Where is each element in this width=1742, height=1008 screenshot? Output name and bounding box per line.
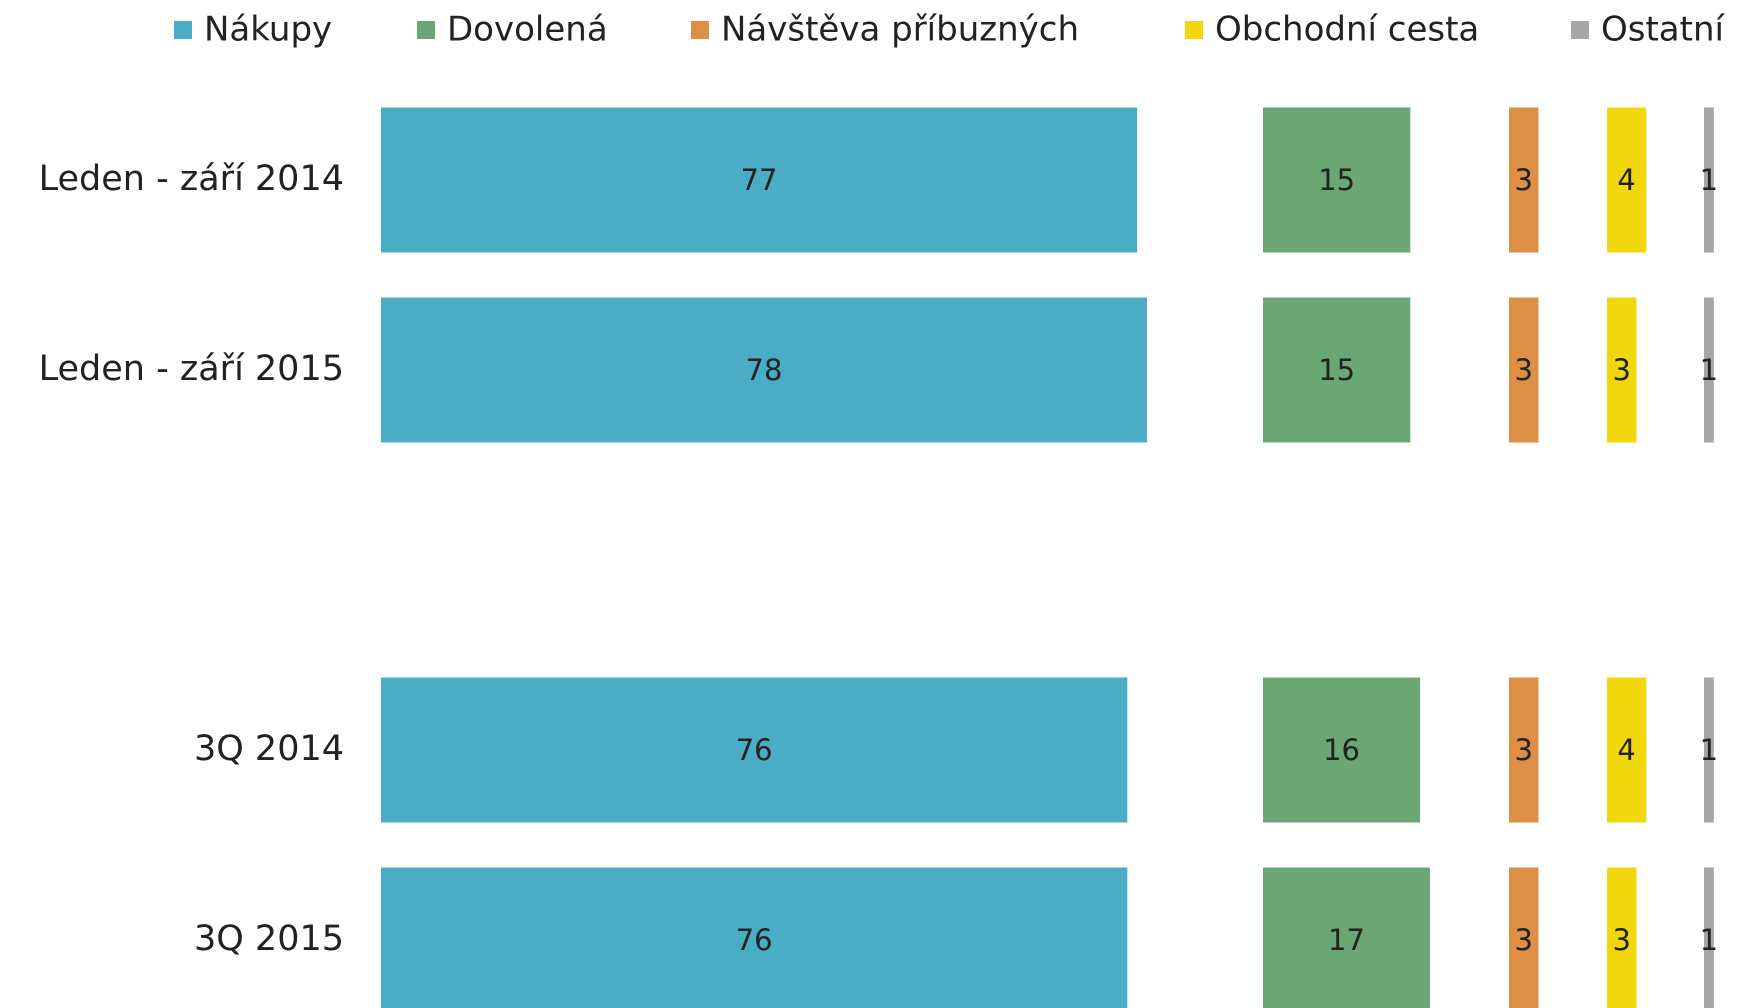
value-label: 15 — [1318, 163, 1355, 197]
value-label: 78 — [746, 353, 783, 387]
value-label: 1 — [1700, 733, 1718, 767]
bar — [1704, 677, 1714, 823]
bar — [1509, 677, 1539, 823]
value-label: 1 — [1700, 353, 1718, 387]
bar — [381, 867, 1128, 1008]
bar — [1509, 297, 1539, 443]
value-label: 17 — [1328, 923, 1365, 957]
bar — [1509, 867, 1539, 1008]
legend-label: Nákupy — [204, 10, 332, 50]
bar — [381, 107, 1138, 253]
value-label: 3 — [1515, 353, 1533, 387]
value-label: 3 — [1613, 353, 1631, 387]
category-label: 3Q 2015 — [194, 919, 344, 959]
value-label: 77 — [741, 163, 778, 197]
legend-swatch — [417, 21, 435, 39]
bar — [1263, 297, 1411, 443]
value-label: 3 — [1515, 923, 1533, 957]
value-label: 1 — [1700, 163, 1718, 197]
bar — [1704, 107, 1714, 253]
value-label: 16 — [1323, 733, 1360, 767]
value-label: 15 — [1318, 353, 1355, 387]
value-label: 76 — [736, 923, 773, 957]
bar — [1704, 867, 1714, 1008]
category-label: 3Q 2014 — [194, 729, 344, 769]
bar — [1607, 297, 1637, 443]
category-label: Leden - září 2014 — [39, 159, 344, 199]
legend-swatch — [1185, 21, 1203, 39]
bar — [381, 297, 1147, 443]
value-label: 76 — [736, 733, 773, 767]
value-label: 4 — [1617, 733, 1635, 767]
legend-label: Obchodní cesta — [1215, 10, 1479, 50]
value-label: 3 — [1515, 163, 1533, 197]
bar — [1607, 677, 1647, 823]
legend-label: Ostatní — [1601, 10, 1726, 50]
legend-swatch — [174, 21, 192, 39]
bar — [381, 677, 1128, 823]
category-label: Leden - září 2015 — [39, 349, 344, 389]
legend-label: Dovolená — [447, 10, 608, 50]
bar — [1607, 107, 1647, 253]
bar — [1263, 677, 1421, 823]
bar — [1263, 107, 1411, 253]
value-label: 3 — [1515, 733, 1533, 767]
legend-swatch — [691, 21, 709, 39]
bar — [1704, 297, 1714, 443]
legend-swatch — [1571, 21, 1589, 39]
bar — [1509, 107, 1539, 253]
legend-label: Návštěva příbuzných — [721, 10, 1079, 50]
bar — [1263, 867, 1430, 1008]
value-label: 4 — [1617, 163, 1635, 197]
value-label: 3 — [1613, 923, 1631, 957]
bar — [1607, 867, 1637, 1008]
value-label: 1 — [1700, 923, 1718, 957]
